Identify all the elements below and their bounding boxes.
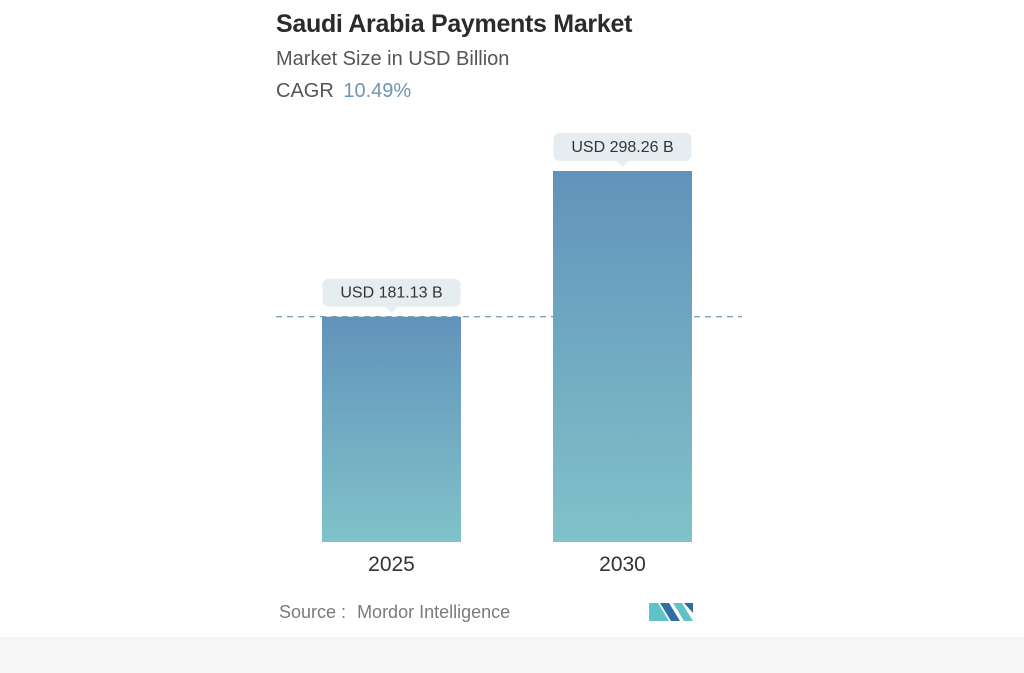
data-label-text: USD 298.26 B bbox=[571, 139, 673, 156]
data-label-2030: USD 298.26 B bbox=[553, 133, 692, 167]
bar-2030 bbox=[553, 171, 692, 542]
source-label: Source : bbox=[279, 602, 347, 622]
bar-2025 bbox=[322, 316, 461, 542]
data-label-box bbox=[322, 278, 461, 307]
data-label-text: USD 181.13 B bbox=[340, 285, 442, 302]
chart-subtitle: Market Size in USD Billion bbox=[276, 48, 510, 70]
source-line: Source : Mordor Intelligence bbox=[279, 602, 510, 623]
data-label-pointer bbox=[385, 306, 398, 313]
source-name: Mordor Intelligence bbox=[357, 602, 511, 622]
data-label-box bbox=[553, 133, 692, 161]
cagr-line: CAGR 10.49% bbox=[276, 80, 411, 103]
data-label-pointer bbox=[616, 161, 629, 167]
chart-title: Saudi Arabia Payments Market bbox=[276, 10, 633, 38]
cagr-label: CAGR bbox=[276, 80, 334, 102]
x-tick-label-2030: 2030 bbox=[599, 553, 646, 576]
cagr-value: 10.49% bbox=[343, 80, 412, 102]
data-label-2025: USD 181.13 B bbox=[322, 278, 461, 313]
bar-chart: USD 181.13 B USD 298.26 B 2025 2030 bbox=[276, 133, 742, 576]
x-tick-label-2025: 2025 bbox=[368, 553, 415, 576]
page-footer-band bbox=[0, 637, 1024, 673]
chart-card: Saudi Arabia Payments Market Market Size… bbox=[276, 10, 742, 623]
mordor-intelligence-logo-icon bbox=[649, 603, 693, 621]
